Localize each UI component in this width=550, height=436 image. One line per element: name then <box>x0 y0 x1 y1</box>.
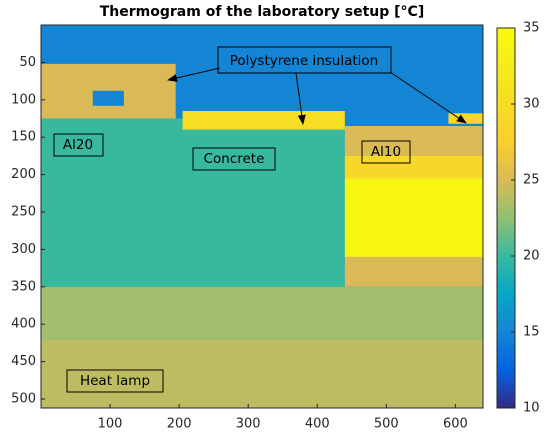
y-tick-label: 300 <box>11 242 36 257</box>
y-tick-label: 250 <box>11 205 36 220</box>
annotation: Al10 <box>371 144 401 160</box>
heat-region <box>41 339 483 408</box>
y-tick-label: 500 <box>11 392 36 407</box>
plot-frame <box>40 24 484 409</box>
y-tick-label: 350 <box>11 279 36 294</box>
annotation-box <box>53 133 104 157</box>
heat-region <box>344 155 483 179</box>
y-tick-label: 450 <box>11 354 36 369</box>
arrow <box>167 67 221 82</box>
annotation-box <box>361 140 411 164</box>
x-tick-label: 500 <box>374 417 399 432</box>
x-tick-label: 300 <box>236 417 261 432</box>
colorbar-tick-label: 35 <box>523 21 540 36</box>
heat-region <box>41 118 183 287</box>
x-tick-label: 600 <box>443 417 468 432</box>
colorbar-tick-label: 30 <box>523 97 540 112</box>
arrow <box>295 72 306 125</box>
annotations: Polystyrene insulation Al20 Concrete Al1… <box>53 46 467 393</box>
heat-region <box>182 129 345 287</box>
colorbar-tick-label: 15 <box>523 325 540 340</box>
x-tick-label: 200 <box>167 417 192 432</box>
chart-title: Thermogram of the laboratory setup [°C] <box>100 4 424 20</box>
heat-region <box>41 286 483 340</box>
heatmap <box>41 25 483 408</box>
arrow <box>389 71 467 124</box>
annotation: Polystyrene insulation <box>230 53 378 69</box>
x-tick-label: 400 <box>305 417 330 432</box>
colorbar-tick-label: 20 <box>523 249 540 264</box>
y-tick-label: 150 <box>11 130 36 145</box>
annotation-box <box>217 46 392 74</box>
colorbar-tick-label: 25 <box>523 173 540 188</box>
annotation: Al20 <box>63 137 93 153</box>
colorbar <box>496 27 516 409</box>
heat-region <box>344 178 483 257</box>
annotation: Heat lamp <box>80 373 150 389</box>
heat-region <box>182 111 345 130</box>
y-tick-label: 400 <box>11 317 36 332</box>
annotation: Concrete <box>204 151 265 167</box>
y-tick-label: 200 <box>11 167 36 182</box>
colorbar-tick-label: 10 <box>523 401 540 416</box>
y-tick-label: 50 <box>19 55 36 70</box>
y-tick-label: 100 <box>11 92 36 107</box>
heat-region <box>92 90 124 106</box>
x-tick-label: 100 <box>98 417 123 432</box>
annotation-box <box>66 369 164 393</box>
annotation-box <box>192 147 276 171</box>
